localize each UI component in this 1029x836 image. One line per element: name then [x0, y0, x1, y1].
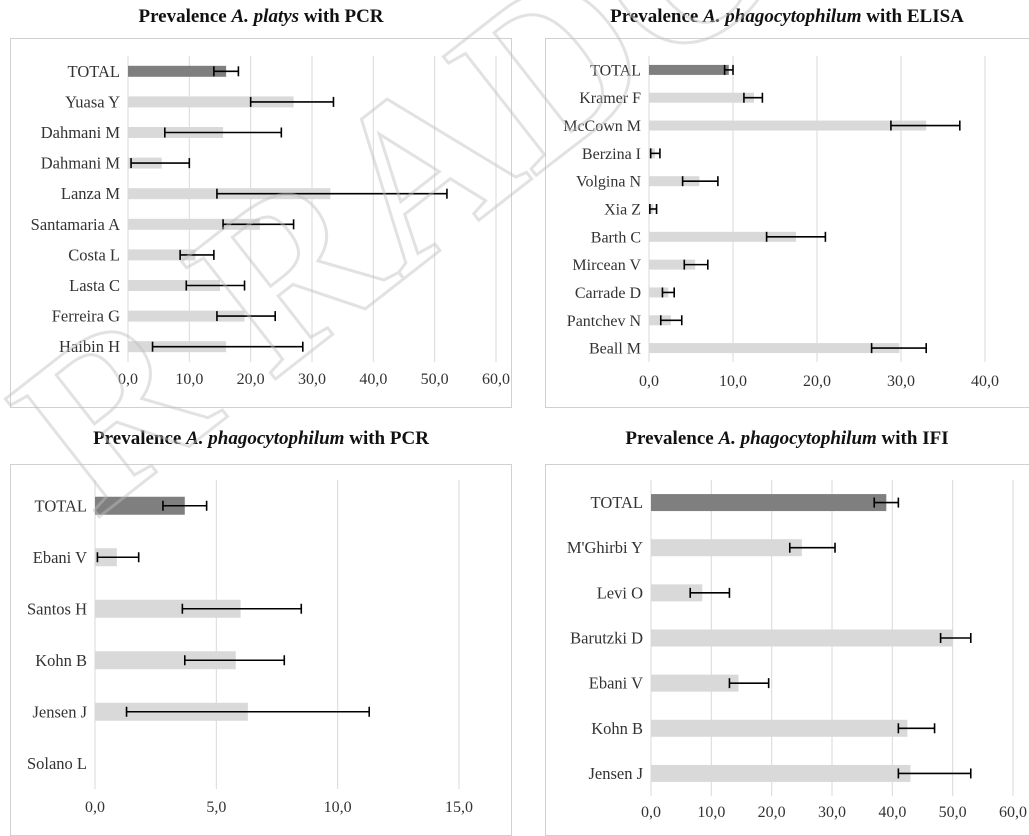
- x-tick-label: 0,0: [85, 799, 105, 816]
- x-tick-label: 40,0: [359, 371, 387, 388]
- bar: [649, 64, 729, 75]
- category-label: Ferreira G: [52, 307, 120, 326]
- x-tick-label: 30,0: [818, 804, 846, 821]
- bar: [651, 494, 887, 512]
- category-label: Ebani V: [33, 548, 87, 567]
- x-tick-label: 30,0: [298, 371, 326, 388]
- category-label: Santamaria A: [31, 215, 120, 234]
- category-label: Jensen J: [588, 764, 643, 783]
- x-tick-label: 0,0: [639, 373, 659, 390]
- bar: [649, 287, 669, 298]
- chart-svg: 0,0 10,0 20,0 30,0 40,0 50,0 60,0 TOTAL M'Ghirbi…: [567, 480, 1027, 821]
- x-tick-label: 50,0: [421, 371, 449, 388]
- x-tick-label: 50,0: [939, 804, 967, 821]
- category-label: Volgina N: [576, 174, 641, 191]
- category-label: Pantchev N: [567, 313, 642, 330]
- category-label: Beall M: [589, 341, 641, 358]
- category-label: Xia Z: [604, 202, 641, 219]
- x-tick-label: 10,0: [719, 373, 747, 390]
- x-tick-label: 30,0: [887, 373, 915, 390]
- x-tick-label: 0,0: [118, 371, 138, 388]
- category-label: Carrade D: [575, 285, 641, 302]
- chart-panel-a-platys-pcr: Prevalence A. platys with PCR 0,0 10,0 20,…: [10, 0, 512, 408]
- x-tick-label: 60,0: [482, 371, 510, 388]
- category-label: Jensen J: [32, 702, 87, 721]
- x-tick-label: 5,0: [206, 799, 226, 816]
- bar: [649, 231, 796, 242]
- x-tick-label: 10,0: [697, 804, 725, 821]
- bar: [651, 764, 911, 782]
- chart-title: Prevalence A. phagocytophilum with ELISA: [610, 6, 964, 27]
- bar: [651, 719, 908, 737]
- bar: [649, 92, 754, 103]
- category-label: TOTAL: [35, 496, 87, 515]
- category-label: Haibin H: [59, 337, 120, 356]
- bar: [128, 280, 220, 291]
- bar: [128, 218, 260, 230]
- bar: [128, 96, 294, 108]
- category-label: TOTAL: [590, 62, 641, 79]
- category-label: Kramer F: [579, 90, 641, 107]
- bar: [649, 120, 927, 131]
- category-label: Solano L: [27, 754, 87, 773]
- bar: [649, 176, 700, 187]
- x-tick-label: 60,0: [999, 804, 1027, 821]
- x-tick-label: 15,0: [445, 799, 473, 816]
- bar: [128, 65, 227, 77]
- x-tick-label: 40,0: [878, 804, 906, 821]
- x-tick-label: 20,0: [803, 373, 831, 390]
- bar: [651, 539, 802, 557]
- bar: [95, 651, 236, 670]
- category-label: Berzina I: [582, 146, 641, 163]
- x-tick-label: 40,0: [971, 373, 999, 390]
- category-label: Santos H: [27, 599, 87, 618]
- chart-panel-a-phago-pcr: Prevalence A. phagocytophilum with PCR 0…: [10, 420, 512, 836]
- bar: [95, 599, 241, 618]
- chart-frame: [10, 464, 512, 836]
- category-label: Kohn B: [591, 719, 643, 738]
- bar: [128, 310, 245, 322]
- category-label: M'Ghirbi Y: [567, 538, 643, 557]
- category-label: Costa L: [68, 245, 120, 264]
- category-label: Dahmani M: [41, 154, 121, 173]
- bar: [649, 315, 671, 326]
- chart-title: Prevalence A. phagocytophilum with IFI: [625, 428, 949, 449]
- x-tick-label: 20,0: [758, 804, 786, 821]
- category-label: McCown M: [563, 118, 641, 135]
- category-label: Yuasa Y: [65, 92, 120, 111]
- chart-panel-a-phago-ifi: Prevalence A. phagocytophilum with IFI 0…: [545, 420, 1029, 836]
- chart-svg: 0,0 10,0 20,0 30,0 40,0 TOTAL Kramer F McCown M…: [563, 56, 999, 390]
- category-label: Barth C: [591, 229, 641, 246]
- chart-title: Prevalence A. phagocytophilum with PCR: [93, 428, 429, 449]
- category-label: Mircean V: [572, 257, 641, 274]
- category-label: Dahmani M: [41, 123, 121, 142]
- chart-panel-a-phago-elisa: Prevalence A. phagocytophilum with ELISA…: [545, 0, 1029, 408]
- x-tick-label: 10,0: [175, 371, 203, 388]
- category-label: Lasta C: [69, 276, 120, 295]
- category-label: TOTAL: [68, 62, 120, 81]
- category-label: Kohn B: [35, 651, 87, 670]
- bar: [649, 259, 696, 270]
- x-tick-label: 0,0: [641, 804, 661, 821]
- bar: [128, 249, 196, 261]
- chart-svg: 0,0 5,0 10,0 15,0 TOTAL Ebani V Santos H Kohn B…: [27, 480, 473, 816]
- chart-svg: 0,0 10,0 20,0 30,0 40,0 50,0 60,0 TOTAL Yuasa Y D…: [31, 56, 510, 388]
- chart-title: Prevalence A. platys with PCR: [138, 6, 384, 27]
- bar: [649, 343, 900, 354]
- x-tick-label: 10,0: [324, 799, 352, 816]
- category-label: Barutzki D: [570, 629, 643, 648]
- category-label: TOTAL: [591, 493, 643, 512]
- category-label: Ebani V: [589, 674, 643, 693]
- bar: [651, 674, 739, 692]
- category-label: Lanza M: [61, 184, 120, 203]
- bar: [651, 629, 953, 647]
- x-tick-label: 20,0: [237, 371, 265, 388]
- category-label: Levi O: [597, 583, 643, 602]
